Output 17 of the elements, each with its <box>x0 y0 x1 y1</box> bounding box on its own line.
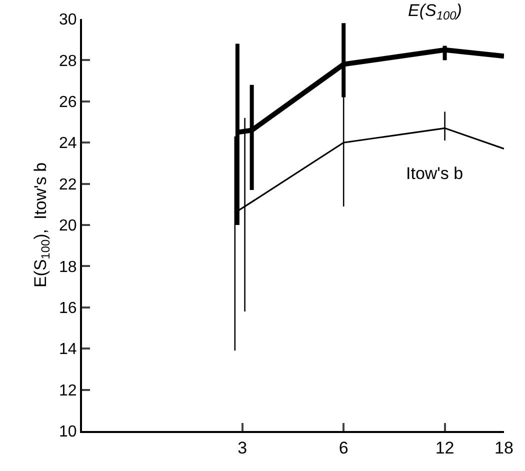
y-tick-label: 14 <box>59 341 77 358</box>
y-tick-label: 18 <box>59 258 77 276</box>
y-tick-label: 24 <box>59 135 77 152</box>
y-tick-label: 30 <box>59 12 77 29</box>
y-tick-label: 12 <box>59 382 77 400</box>
series-label: E(S$_{100}$) <box>408 1 462 23</box>
y-tick-label: 10 <box>59 424 77 441</box>
y-tick-label: 28 <box>59 52 77 70</box>
y-tick-label: 20 <box>59 218 77 235</box>
y-tick-label: 16 <box>59 300 77 317</box>
x-tick-label: 18 <box>494 438 514 458</box>
x-tick-label: 12 <box>435 438 454 458</box>
x-tick-label: 6 <box>338 438 348 458</box>
y-tick-label: 22 <box>59 176 77 194</box>
series-label: Itow's b <box>406 164 464 183</box>
x-tick-label: 3 <box>238 438 248 458</box>
y-tick-label: 26 <box>59 94 77 111</box>
